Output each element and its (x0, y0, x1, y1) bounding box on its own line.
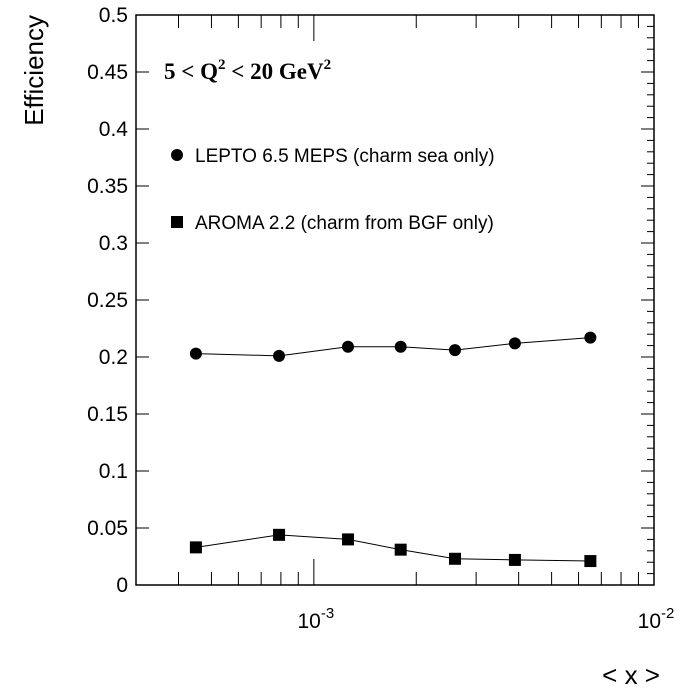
y-axis: 0 0.05 0.1 0.15 0.2 0.25 0.3 0.35 0.4 0.45 0.5 (87, 4, 654, 597)
legend-label-lepto: LEPTO 6.5 MEPS (charm sea only) (195, 146, 495, 167)
series-line-1 (195, 534, 591, 562)
x-tick-label: 10-3 (298, 605, 335, 633)
y-tick-label: 0.45 (87, 61, 128, 84)
y-tick-label: 0.5 (99, 4, 128, 27)
data-point-circle (273, 349, 286, 362)
legend-marker-circle (171, 149, 183, 161)
x-tick-label-exp: -3 (321, 605, 334, 622)
data-point-circle (584, 331, 597, 344)
data-point-square (394, 543, 407, 556)
legend-label-aroma: AROMA 2.2 (charm from BGF only) (195, 213, 494, 234)
x-axis-label: < x > (602, 660, 660, 690)
q2-range-annotation: 5 < Q2 < 20 GeV2 (164, 57, 331, 84)
data-point-square (449, 552, 462, 565)
y-tick-label: 0.35 (87, 175, 128, 198)
annotation-exp2: 2 (324, 57, 332, 73)
annotation-mid: < 20 GeV (226, 59, 324, 84)
plot-frame (135, 14, 655, 586)
y-tick-label: 0.15 (87, 403, 128, 426)
y-tick-label: 0.1 (99, 460, 128, 483)
annotation-exp1: 2 (218, 57, 226, 73)
y-tick-label: 0.05 (87, 517, 128, 540)
data-point-square (341, 533, 354, 546)
y-tick-label: 0.4 (99, 118, 129, 141)
y-axis-label: Efficiency (19, 15, 49, 126)
data-point-circle (341, 340, 354, 353)
x-tick-label-exp: -2 (661, 605, 674, 622)
data-point-square (273, 528, 286, 541)
x-tick-label-base: 10 (298, 610, 321, 633)
data-point-square (508, 553, 521, 566)
series-line-0 (195, 337, 591, 357)
y-tick-label: 0.25 (87, 289, 128, 312)
y-tick-label: 0.2 (99, 346, 128, 369)
series-layer (189, 331, 597, 568)
data-point-circle (394, 340, 407, 353)
data-point-circle (189, 347, 202, 360)
data-point-circle (449, 344, 462, 357)
legend: LEPTO 6.5 MEPS (charm sea only) AROMA 2.… (171, 146, 495, 234)
x-tick-label: 10-2 (638, 605, 675, 633)
legend-marker-square (171, 216, 183, 228)
y-tick-label: 0 (116, 574, 128, 597)
data-point-square (584, 555, 597, 568)
x-tick-label-base: 10 (638, 610, 661, 633)
y-tick-label: 0.3 (99, 232, 128, 255)
annotation-base: 5 < Q (164, 59, 218, 84)
x-axis: 10-3 10-2 (135, 15, 675, 633)
data-point-circle (508, 337, 521, 350)
data-point-square (189, 541, 202, 554)
